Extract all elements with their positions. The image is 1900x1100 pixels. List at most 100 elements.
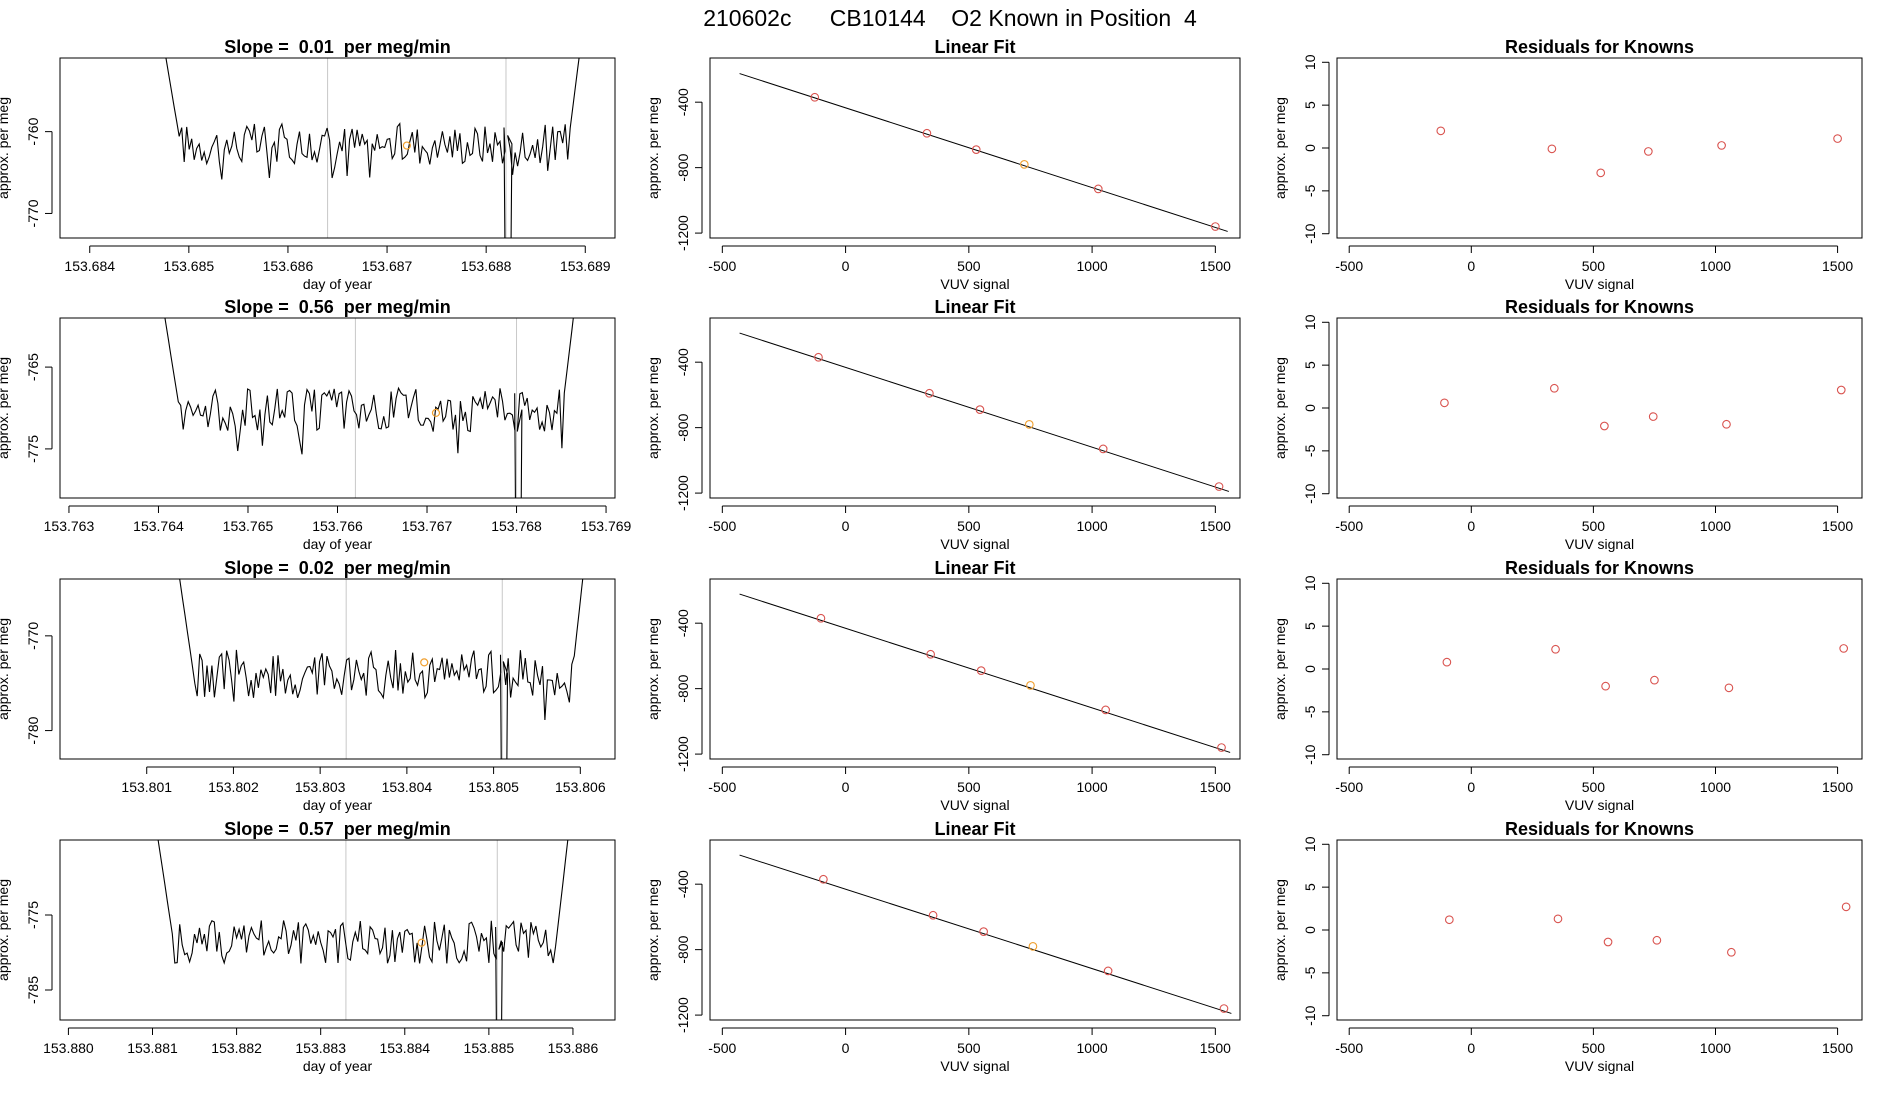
x-axis-label: day of year (303, 797, 373, 813)
data-point (816, 613, 826, 623)
y-tick-label: -1200 (675, 736, 691, 772)
y-tick-label: 10 (1302, 575, 1318, 591)
y-tick-label: -780 (25, 716, 41, 744)
plot-area (164, 318, 574, 498)
y-tick-label: -10 (1302, 1005, 1318, 1025)
y-axis-label: approx. per meg (1272, 357, 1288, 459)
panel-title: Slope = 0.02 per meg/min (224, 558, 451, 578)
x-tick-label: -500 (708, 779, 736, 795)
highlight-point (431, 408, 441, 418)
y-axis-label: approx. per meg (1272, 97, 1288, 199)
data-point (1440, 398, 1449, 408)
data-point (1648, 412, 1658, 421)
y-tick-label: 0 (1302, 926, 1318, 934)
data-point (1724, 683, 1734, 693)
x-tick-label: 153.685 (164, 258, 215, 274)
y-tick-label: -770 (25, 622, 41, 650)
x-tick-label: 1000 (1077, 258, 1108, 274)
x-tick-label: 153.884 (379, 1040, 430, 1056)
y-tick-label: -770 (25, 199, 41, 227)
x-tick-label: -500 (1335, 1040, 1363, 1056)
data-point (1217, 743, 1226, 752)
panel-r4-resid: Residuals for Knowns -500 0 500 1000 1500 VUV … (1272, 819, 1863, 1074)
x-tick-label: 1500 (1822, 779, 1853, 795)
x-tick-label: 153.688 (461, 258, 512, 274)
data-point (1547, 144, 1557, 154)
data-point (1722, 419, 1731, 429)
panel-r3-resid: Residuals for Knowns -500 0 500 1000 1500 VUV … (1272, 558, 1863, 813)
y-tick-label: -800 (675, 935, 691, 963)
data-point (1836, 385, 1846, 395)
x-tick-label: 153.763 (44, 518, 95, 534)
panel-title: Linear Fit (934, 558, 1015, 578)
plot-area (179, 579, 584, 759)
x-tick-label: 1000 (1077, 1040, 1108, 1056)
x-axis-label: VUV signal (1565, 276, 1634, 292)
x-tick-label: 500 (1582, 518, 1606, 534)
y-tick-label: 10 (1302, 836, 1318, 852)
data-point (1833, 134, 1842, 143)
y-axis-label: approx. per meg (645, 357, 661, 459)
x-tick-label: 153.882 (211, 1040, 262, 1056)
plot-frame (709, 57, 1241, 239)
plot-frame (59, 57, 616, 239)
y-tick-label: -800 (675, 153, 691, 181)
y-tick-label: -5 (1302, 444, 1318, 457)
y-tick-label: -775 (25, 435, 41, 463)
data-point (922, 128, 932, 138)
plot-frame (709, 839, 1241, 1021)
y-tick-label: -400 (675, 609, 691, 637)
y-tick-label: -800 (675, 413, 691, 441)
data-point (1551, 644, 1560, 654)
x-tick-label: 153.804 (382, 779, 433, 795)
data-point (1596, 168, 1606, 178)
plot-area (1444, 902, 1851, 957)
data-point (1650, 675, 1659, 685)
data-point (1841, 902, 1851, 912)
y-tick-label: -775 (25, 901, 41, 929)
signal-trace (164, 318, 574, 498)
x-tick-label: 0 (1467, 779, 1475, 795)
plot-frame (709, 317, 1241, 499)
y-tick-label: -800 (675, 674, 691, 702)
x-tick-label: 0 (1467, 258, 1475, 274)
y-tick-label: 5 (1302, 883, 1318, 891)
x-tick-label: 1000 (1700, 1040, 1731, 1056)
panel-r3-time: Slope = 0.02 per meg/min 153.801 153.802 15… (0, 558, 616, 813)
plot-area (1440, 383, 1846, 431)
x-tick-label: 0 (1467, 1040, 1475, 1056)
data-point (1839, 644, 1849, 653)
data-point (971, 145, 981, 154)
x-axis-label: day of year (303, 536, 373, 552)
y-tick-label: 5 (1302, 361, 1318, 369)
y-tick-label: -400 (675, 88, 691, 116)
x-tick-label: 153.885 (464, 1040, 515, 1056)
data-point (926, 649, 935, 659)
x-tick-label: 153.686 (263, 258, 314, 274)
x-tick-label: 500 (1582, 258, 1606, 274)
panel-title: Residuals for Knowns (1505, 558, 1694, 578)
plot-area (739, 73, 1228, 232)
plot-frame (709, 578, 1241, 760)
panel-title: Linear Fit (934, 297, 1015, 317)
x-tick-label: 153.766 (312, 518, 363, 534)
plot-frame (1336, 317, 1863, 499)
data-point (1553, 914, 1563, 924)
x-tick-label: 0 (842, 258, 850, 274)
x-tick-label: 153.883 (295, 1040, 346, 1056)
x-axis-label: VUV signal (1565, 1058, 1634, 1074)
y-axis-label: approx. per meg (1272, 879, 1288, 981)
y-tick-label: -400 (675, 870, 691, 898)
data-point (1727, 947, 1736, 957)
data-point (979, 927, 988, 936)
y-tick-label: -10 (1302, 223, 1318, 243)
y-tick-label: 5 (1302, 101, 1318, 109)
y-tick-label: 0 (1302, 144, 1318, 152)
y-tick-label: -10 (1302, 744, 1318, 764)
plot-area (165, 58, 580, 238)
x-axis-label: VUV signal (940, 276, 1009, 292)
panel-r2-fit: Linear Fit -500 0 500 1000 1500 VUV signal -400… (645, 297, 1241, 552)
x-tick-label: 153.803 (295, 779, 346, 795)
x-tick-label: 1500 (1200, 518, 1231, 534)
